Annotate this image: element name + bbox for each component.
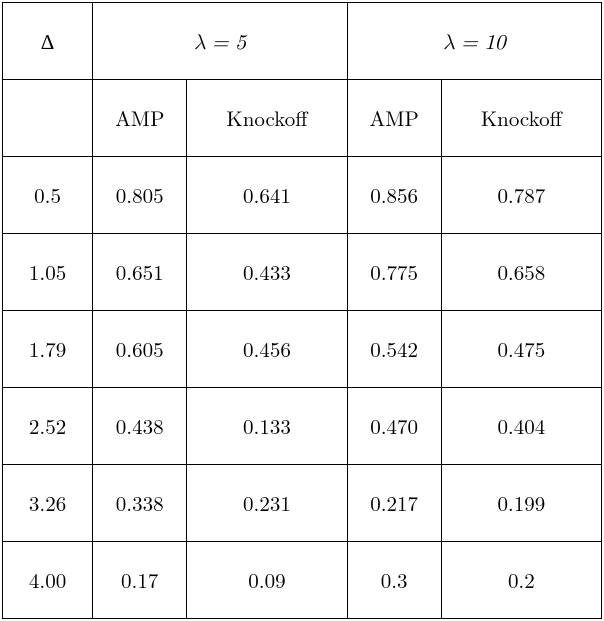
amp5-header: AMP [93, 80, 187, 157]
cell-kn10: 0.199 [441, 465, 601, 542]
lambda10-header: λ = 10 [347, 3, 601, 80]
cell-delta: 4.00 [3, 542, 93, 619]
cell-delta: 2.52 [3, 388, 93, 465]
cell-amp10: 0.856 [347, 157, 441, 234]
cell-delta: 0.5 [3, 157, 93, 234]
cell-amp5: 0.338 [93, 465, 187, 542]
kn10-header: Knockoff [441, 80, 601, 157]
cell-kn10: 0.658 [441, 234, 601, 311]
header-row-1: ∆ λ = 5 λ = 10 [3, 3, 602, 80]
cell-delta: 1.05 [3, 234, 93, 311]
lambda10-text: λ = 10 [443, 33, 506, 54]
cell-amp5: 0.438 [93, 388, 187, 465]
cell-kn5: 0.456 [187, 311, 347, 388]
cell-amp5: 0.17 [93, 542, 187, 619]
table-row: 1.050.6510.4330.7750.658 [3, 234, 602, 311]
empty-header [3, 80, 93, 157]
cell-delta: 1.79 [3, 311, 93, 388]
cell-amp10: 0.3 [347, 542, 441, 619]
kn5-header: Knockoff [187, 80, 347, 157]
cell-delta: 3.26 [3, 465, 93, 542]
cell-amp10: 0.775 [347, 234, 441, 311]
cell-amp10: 0.217 [347, 465, 441, 542]
table-row: 3.260.3380.2310.2170.199 [3, 465, 602, 542]
results-table: ∆ λ = 5 λ = 10 AMP Knockoff AMP Knockoff… [2, 2, 602, 619]
cell-amp10: 0.470 [347, 388, 441, 465]
cell-kn5: 0.641 [187, 157, 347, 234]
table-row: 1.790.6050.4560.5420.475 [3, 311, 602, 388]
cell-kn10: 0.2 [441, 542, 601, 619]
header-row-2: AMP Knockoff AMP Knockoff [3, 80, 602, 157]
cell-amp10: 0.542 [347, 311, 441, 388]
cell-amp5: 0.805 [93, 157, 187, 234]
lambda5-header: λ = 5 [93, 3, 347, 80]
table-row: 0.50.8050.6410.8560.787 [3, 157, 602, 234]
cell-kn10: 0.404 [441, 388, 601, 465]
cell-kn10: 0.475 [441, 311, 601, 388]
cell-kn5: 0.09 [187, 542, 347, 619]
delta-header: ∆ [3, 3, 93, 80]
cell-kn5: 0.433 [187, 234, 347, 311]
cell-kn5: 0.133 [187, 388, 347, 465]
amp10-header: AMP [347, 80, 441, 157]
lambda5-text: λ = 5 [194, 33, 246, 54]
table-row: 4.000.170.090.30.2 [3, 542, 602, 619]
table-row: 2.520.4380.1330.4700.404 [3, 388, 602, 465]
cell-amp5: 0.605 [93, 311, 187, 388]
cell-amp5: 0.651 [93, 234, 187, 311]
cell-kn5: 0.231 [187, 465, 347, 542]
cell-kn10: 0.787 [441, 157, 601, 234]
